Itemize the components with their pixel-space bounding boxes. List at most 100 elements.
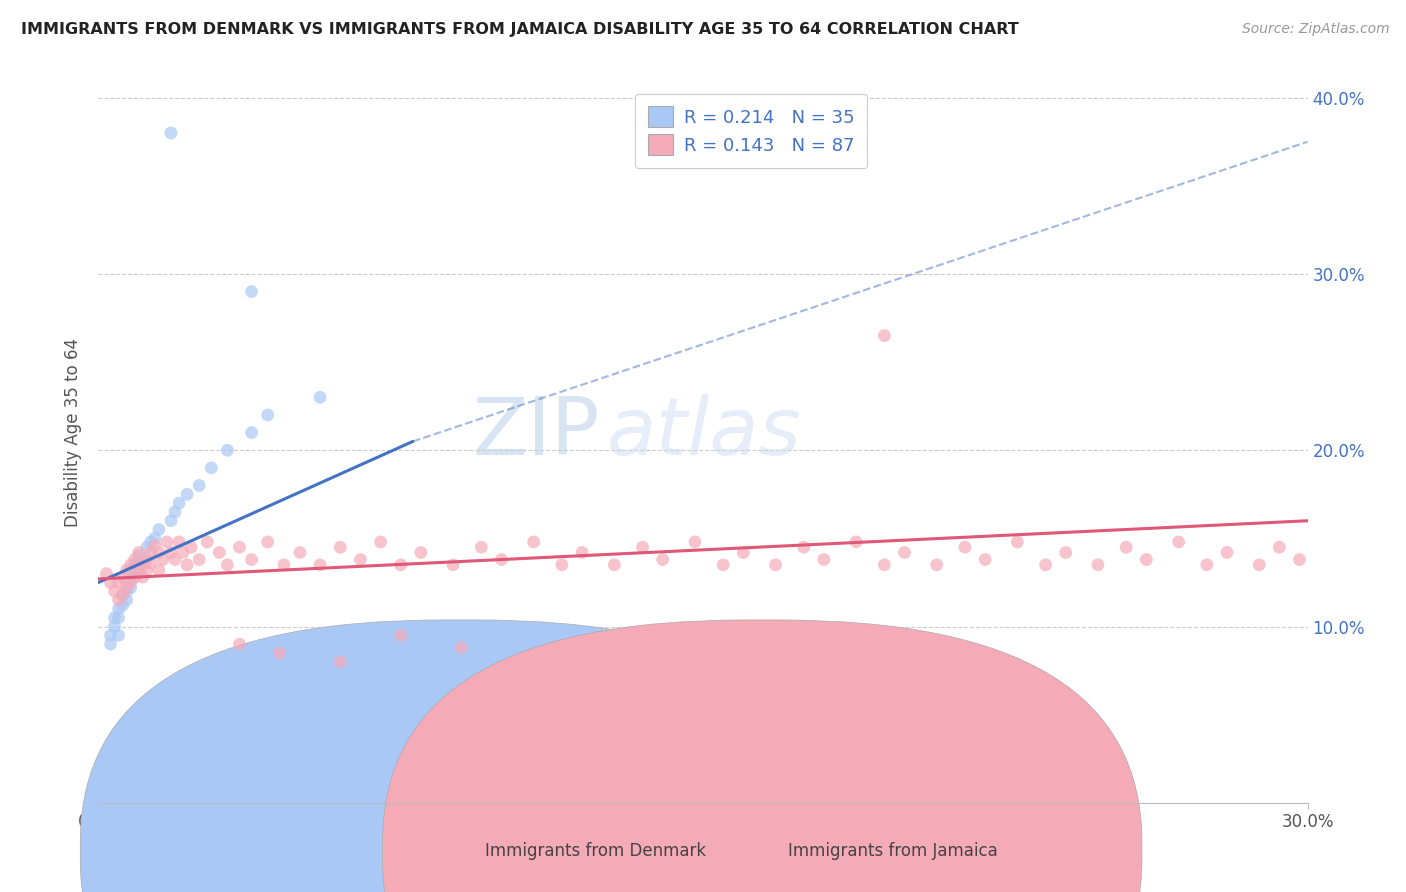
Point: [269, 646, 291, 660]
Point: [128, 549, 150, 563]
Point: [111, 599, 134, 613]
Point: [329, 655, 352, 669]
Point: [160, 126, 183, 140]
Point: [409, 545, 432, 559]
Point: [571, 651, 593, 665]
Point: [1054, 545, 1077, 559]
Point: [288, 545, 311, 559]
Point: [551, 558, 574, 572]
Point: [273, 558, 295, 572]
Point: [228, 540, 250, 554]
Point: [309, 390, 332, 404]
Point: [115, 575, 138, 590]
Point: [128, 563, 150, 577]
Point: [441, 558, 464, 572]
Point: [115, 581, 138, 595]
Point: [111, 570, 134, 584]
Point: [176, 487, 198, 501]
Point: [893, 545, 915, 559]
Point: [100, 628, 122, 642]
Point: [115, 563, 138, 577]
Point: [925, 558, 948, 572]
Point: [132, 558, 155, 572]
Point: [120, 581, 142, 595]
Point: [172, 545, 194, 559]
Text: Immigrants from Denmark: Immigrants from Denmark: [485, 842, 706, 860]
Point: [120, 575, 142, 590]
Point: [111, 588, 134, 602]
Point: [240, 552, 263, 566]
Point: [1216, 545, 1239, 559]
Point: [107, 628, 129, 642]
Point: [1249, 558, 1271, 572]
Point: [651, 552, 673, 566]
Point: [96, 566, 118, 581]
Point: [200, 461, 222, 475]
FancyBboxPatch shape: [80, 620, 839, 892]
Point: [329, 540, 352, 554]
Point: [100, 637, 122, 651]
Point: [180, 540, 202, 554]
Point: [124, 552, 146, 566]
Point: [167, 535, 190, 549]
Point: [124, 570, 146, 584]
Point: [1135, 552, 1157, 566]
Point: [128, 563, 150, 577]
Point: [156, 535, 179, 549]
Text: IMMIGRANTS FROM DENMARK VS IMMIGRANTS FROM JAMAICA DISABILITY AGE 35 TO 64 CORRE: IMMIGRANTS FROM DENMARK VS IMMIGRANTS FR…: [21, 22, 1019, 37]
Point: [124, 570, 146, 584]
Point: [1115, 540, 1137, 554]
Point: [139, 535, 162, 549]
Point: [470, 540, 492, 554]
Point: [128, 545, 150, 559]
Point: [309, 558, 332, 572]
Point: [683, 535, 706, 549]
Point: [120, 566, 142, 581]
Point: [148, 563, 170, 577]
Point: [765, 558, 787, 572]
Text: Immigrants from Jamaica: Immigrants from Jamaica: [787, 842, 997, 860]
Point: [188, 478, 211, 492]
Point: [389, 558, 412, 572]
Point: [1007, 535, 1029, 549]
Point: [135, 540, 157, 554]
Legend: R = 0.214   N = 35, R = 0.143   N = 87: R = 0.214 N = 35, R = 0.143 N = 87: [636, 94, 868, 168]
Point: [1195, 558, 1218, 572]
Point: [160, 514, 183, 528]
Point: [217, 558, 239, 572]
Point: [124, 558, 146, 572]
Point: [163, 505, 186, 519]
Y-axis label: Disability Age 35 to 64: Disability Age 35 to 64: [65, 338, 83, 527]
Point: [240, 285, 263, 299]
Point: [107, 575, 129, 590]
Point: [217, 443, 239, 458]
Point: [389, 628, 412, 642]
Point: [143, 532, 166, 546]
Point: [188, 552, 211, 566]
Point: [152, 552, 174, 566]
Point: [107, 593, 129, 607]
Point: [711, 558, 734, 572]
Point: [974, 552, 997, 566]
Point: [132, 570, 155, 584]
Point: [115, 584, 138, 599]
Point: [148, 523, 170, 537]
Point: [100, 575, 122, 590]
Point: [103, 584, 125, 599]
Point: [256, 408, 278, 422]
Point: [167, 496, 190, 510]
Point: [120, 558, 142, 572]
FancyBboxPatch shape: [382, 620, 1142, 892]
Point: [163, 552, 186, 566]
Point: [160, 545, 183, 559]
Point: [873, 558, 896, 572]
Point: [370, 535, 392, 549]
Point: [103, 610, 125, 624]
Point: [1087, 558, 1109, 572]
Point: [953, 540, 976, 554]
Point: [256, 535, 278, 549]
Point: [195, 535, 218, 549]
Point: [349, 552, 371, 566]
Point: [143, 538, 166, 552]
Point: [813, 552, 835, 566]
